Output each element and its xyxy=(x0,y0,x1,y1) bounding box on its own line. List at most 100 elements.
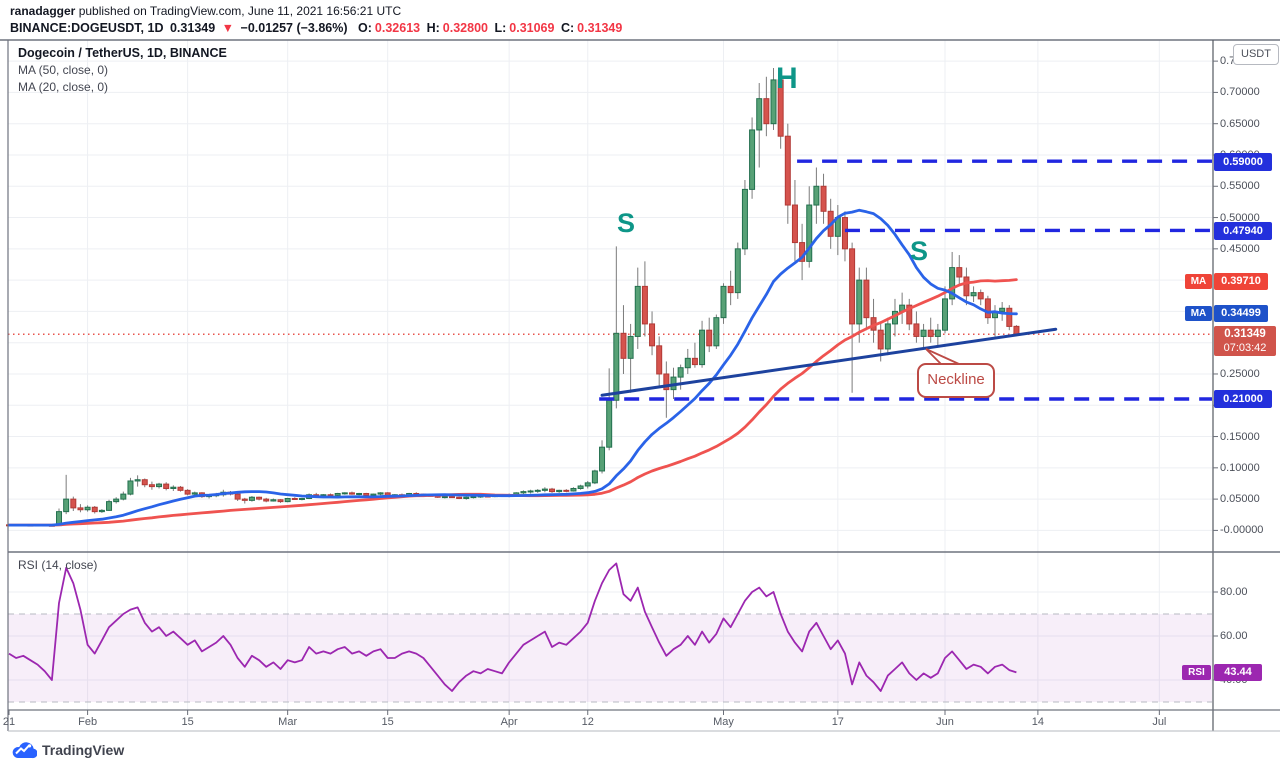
candle-body xyxy=(756,98,763,131)
head-annotation: H xyxy=(776,62,798,95)
candle-body xyxy=(820,185,827,212)
candle-body xyxy=(441,496,448,499)
candle-body xyxy=(248,496,255,501)
candle-body xyxy=(606,399,613,448)
neckline-trendline xyxy=(600,327,1058,397)
ma20-value-badge: 0.34499 xyxy=(1214,305,1268,322)
candle-body xyxy=(863,279,870,319)
candle-body xyxy=(348,492,355,495)
candle-body xyxy=(656,345,663,375)
currency-toggle-button[interactable]: USDT xyxy=(1233,44,1279,65)
low-value: 0.31069 xyxy=(509,21,555,35)
candle-body xyxy=(277,499,284,503)
candle-body xyxy=(70,498,77,509)
candle-body xyxy=(727,285,734,294)
candle-body xyxy=(98,509,105,513)
candle-body xyxy=(577,485,584,489)
candle-body xyxy=(563,489,570,492)
ma20-chip: MA xyxy=(1185,306,1212,321)
candle-body xyxy=(163,483,170,489)
candle-body xyxy=(127,480,134,495)
rsi-value-badge: 43.44 xyxy=(1214,664,1262,681)
candle-body xyxy=(856,279,863,325)
level-badge-059: 0.59000 xyxy=(1214,152,1272,171)
open-value: 0.32613 xyxy=(374,21,421,35)
candle-body xyxy=(284,497,291,503)
author-name: ranadagger xyxy=(10,4,76,18)
rsi-chip: RSI xyxy=(1182,665,1211,680)
candle-body xyxy=(977,292,984,300)
close-value: 0.31349 xyxy=(577,21,623,35)
tradingview-logo-icon[interactable] xyxy=(11,739,37,761)
candle-body xyxy=(270,499,277,502)
candle-body xyxy=(599,446,606,472)
candle-body xyxy=(291,497,298,500)
last-price: 0.31349 xyxy=(169,21,216,35)
candle-body xyxy=(456,496,463,499)
candle-body xyxy=(949,267,956,300)
candle-body xyxy=(677,367,684,378)
candle-body xyxy=(934,329,941,337)
candle-body xyxy=(534,489,541,492)
candle-body xyxy=(770,79,777,125)
candle-body xyxy=(106,501,113,511)
candle-body xyxy=(849,248,856,325)
chart-legend-ma50[interactable]: MA (50, close, 0) xyxy=(18,63,109,77)
low-label: L: xyxy=(494,21,507,35)
candle-body xyxy=(634,285,641,337)
down-arrow-icon: ▼ xyxy=(221,21,235,35)
candle-body xyxy=(84,506,91,511)
candle-body xyxy=(327,494,334,497)
candle-body xyxy=(363,492,370,496)
candle-body xyxy=(1006,307,1013,327)
ma20-line xyxy=(7,208,1018,527)
candle-body xyxy=(741,188,748,250)
candle-body xyxy=(556,489,563,493)
candle-body xyxy=(663,373,670,391)
candle-body xyxy=(77,507,84,511)
candle-body xyxy=(263,498,270,502)
rsi-band xyxy=(8,614,1212,702)
candle-body xyxy=(370,493,377,496)
candle-body xyxy=(999,307,1006,312)
open-label: O: xyxy=(358,21,372,35)
rsi-legend[interactable]: RSI (14, close) xyxy=(18,558,98,572)
candle-body xyxy=(148,484,155,488)
candle-body xyxy=(63,498,70,513)
candle-body xyxy=(541,488,548,491)
bar-countdown: 07:03:42 xyxy=(1223,342,1267,354)
candle-body xyxy=(377,492,384,495)
level-badge-021: 0.21000 xyxy=(1214,390,1272,408)
candle-body xyxy=(527,490,534,493)
high-value: 0.32800 xyxy=(442,21,488,35)
candle-body xyxy=(298,497,305,500)
candle-body xyxy=(927,329,934,337)
candle-body xyxy=(841,217,848,250)
candle-body xyxy=(463,496,470,499)
neckline-callout: Neckline xyxy=(917,363,995,398)
rsi-line xyxy=(8,562,1017,692)
candle-body xyxy=(113,498,120,503)
symbol-name: BINANCE:DOGEUSDT, 1D xyxy=(10,21,164,35)
candle-body xyxy=(784,135,791,206)
candle-body xyxy=(627,335,634,359)
candle-body xyxy=(356,492,363,495)
tradingview-watermark-text[interactable]: TradingView xyxy=(42,742,125,758)
candle-body xyxy=(877,329,884,350)
ma50-chip: MA xyxy=(1185,274,1212,289)
chart-legend-title[interactable]: Dogecoin / TetherUS, 1D, BINANCE xyxy=(18,46,227,60)
candle-body xyxy=(777,79,784,137)
candle-body xyxy=(684,357,691,369)
candle-body xyxy=(713,317,720,347)
high-label: H: xyxy=(426,21,440,35)
candle-body xyxy=(691,357,698,366)
neckline-callout-tail xyxy=(925,348,960,365)
candle-body xyxy=(448,496,455,499)
chart-legend-ma20[interactable]: MA (20, close, 0) xyxy=(18,80,109,94)
candle-body xyxy=(884,323,891,350)
candle-body xyxy=(1013,325,1020,335)
candle-body xyxy=(470,496,477,499)
last-price-value: 0.31349 xyxy=(1224,328,1266,340)
